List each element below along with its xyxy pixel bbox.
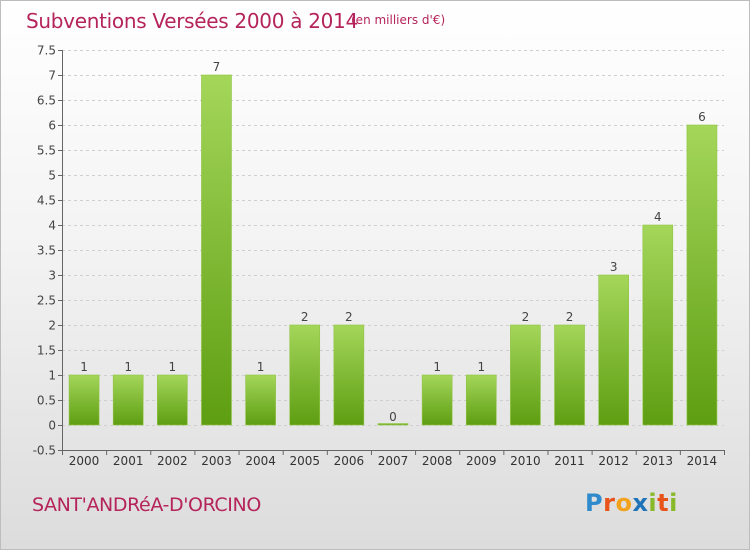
y-tick-label: 4 [48, 219, 56, 233]
y-tick-label: 1 [48, 369, 56, 383]
y-tick-label: 7.5 [37, 44, 56, 58]
x-tick-label: 2007 [378, 454, 409, 468]
x-tick-label: 2010 [510, 454, 541, 468]
x-tick-label: 2011 [554, 454, 585, 468]
x-tick-label: 2003 [201, 454, 232, 468]
bar [642, 224, 674, 426]
data-label: 1 [477, 360, 485, 374]
data-label: 7 [213, 60, 221, 74]
y-tick-label: 0.5 [37, 394, 56, 408]
x-tick-label: 2001 [113, 454, 144, 468]
y-tick-label: 6 [48, 119, 56, 133]
bar [289, 324, 321, 426]
data-label: 1 [80, 360, 88, 374]
x-tick-label: 2000 [69, 454, 100, 468]
grid-lines [62, 50, 724, 426]
y-tick-label: 5.5 [37, 144, 56, 158]
bar [465, 374, 497, 426]
data-label: 6 [698, 110, 706, 124]
x-tick-label: 2008 [422, 454, 453, 468]
data-label: 4 [654, 210, 662, 224]
y-tick-label: -0.5 [33, 444, 56, 458]
data-label: 2 [345, 310, 353, 324]
x-tick-label: 2013 [643, 454, 674, 468]
y-tick-label: 2 [48, 319, 56, 333]
data-label: 1 [257, 360, 265, 374]
bar [421, 374, 453, 426]
data-label: 1 [433, 360, 441, 374]
bar [112, 374, 144, 426]
bar [554, 324, 585, 426]
data-label: 2 [566, 310, 574, 324]
commune-name: SANT'ANDRéA-D'ORCINO [32, 494, 261, 516]
labels: -0.5 0 0.5 1 1.5 2 2.5 3 3.5 4 4.5 5 5.5 6 6.5 7 7.5 1 200… [33, 44, 718, 469]
y-tick-label: 2.5 [37, 294, 56, 308]
bar [598, 274, 629, 426]
y-tick-label: 7 [48, 69, 56, 83]
bar [157, 374, 188, 426]
y-tick-label: 3 [48, 269, 56, 283]
axes [58, 50, 725, 455]
proxiti-logo: Proxiti [585, 489, 678, 517]
x-tick-label: 2005 [289, 454, 320, 468]
bar [333, 324, 365, 426]
x-tick-label: 2004 [245, 454, 276, 468]
bar [686, 124, 718, 426]
x-tick-label: 2002 [157, 454, 188, 468]
y-tick-label: 6.5 [37, 94, 56, 108]
bar [201, 74, 232, 426]
data-label: 2 [522, 310, 530, 324]
bar [245, 374, 276, 426]
data-label: 2 [301, 310, 309, 324]
data-label: 3 [610, 260, 618, 274]
y-tick-label: 1.5 [37, 344, 56, 358]
bar [68, 374, 100, 426]
y-tick-label: 3.5 [37, 244, 56, 258]
chart-unit-label: (en milliers d'€) [351, 13, 446, 27]
x-tick-label: 2006 [334, 454, 365, 468]
chart-title: Subventions Versées 2000 à 2014 [26, 9, 358, 33]
bars [68, 74, 718, 426]
x-tick-label: 2012 [598, 454, 629, 468]
data-label: 1 [169, 360, 177, 374]
y-tick-label: 4.5 [37, 194, 56, 208]
data-label: 1 [124, 360, 132, 374]
data-label: 0 [389, 410, 397, 424]
bar [377, 423, 409, 426]
bar [510, 324, 541, 426]
y-tick-label: 0 [48, 419, 56, 433]
x-tick-label: 2009 [466, 454, 497, 468]
y-tick-label: 5 [48, 169, 56, 183]
x-tick-label: 2014 [687, 454, 718, 468]
